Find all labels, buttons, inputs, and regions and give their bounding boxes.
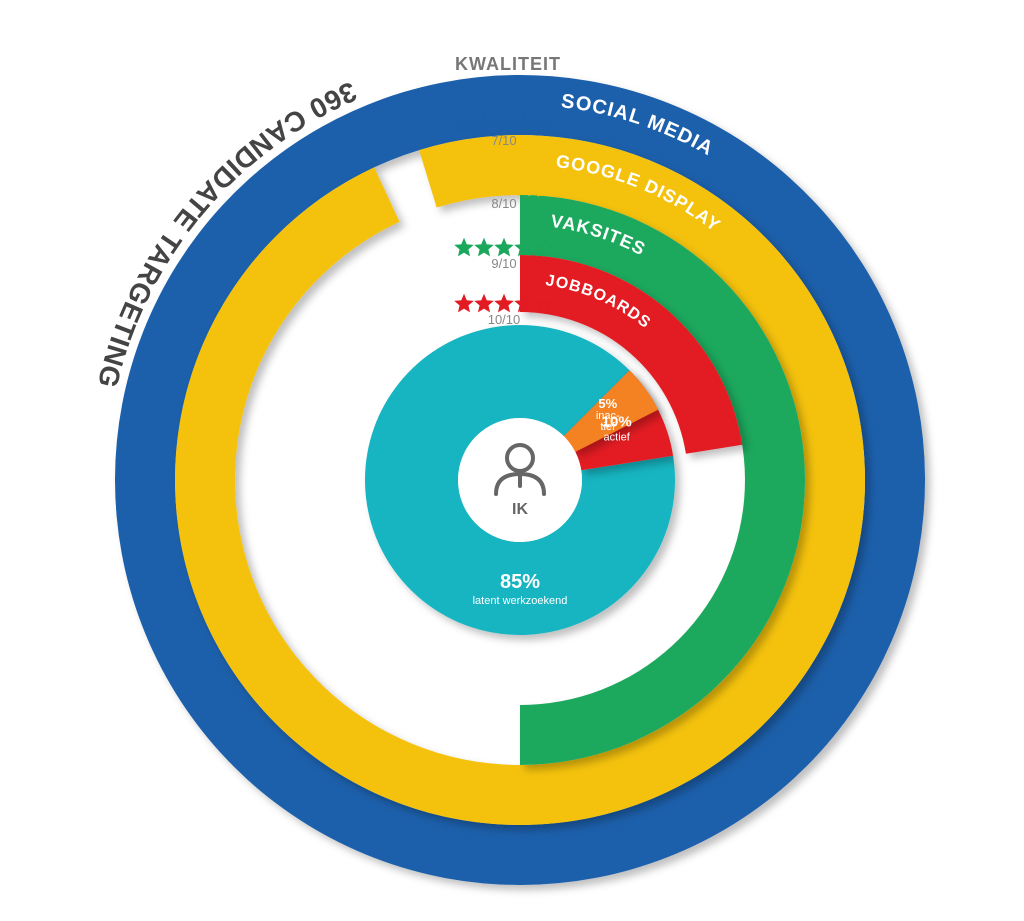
star-icon bbox=[455, 295, 472, 311]
star-icon bbox=[475, 239, 492, 255]
pct-inactief: 5% bbox=[598, 396, 617, 411]
center-label: IK bbox=[512, 501, 528, 518]
star-icon bbox=[455, 239, 472, 255]
pct-actief-sub: actief bbox=[604, 432, 631, 444]
kwaliteit-header: KWALITEIT bbox=[455, 54, 561, 74]
quality-score: 9/10 bbox=[491, 256, 516, 271]
candidate-targeting-diagram: JOBBOARDSVAKSITESGOOGLE DISPLAYSOCIAL ME… bbox=[0, 0, 1024, 921]
pct-inactief-sub2: tief bbox=[600, 421, 616, 433]
star-icon bbox=[495, 239, 512, 255]
star-icon bbox=[495, 295, 512, 311]
pct-latent-sub: latent werkzoekend bbox=[473, 595, 568, 607]
star-icon bbox=[475, 295, 492, 311]
quality-score: 8/10 bbox=[491, 196, 516, 211]
quality-score: 10/10 bbox=[488, 312, 521, 327]
pct-latent: 85% bbox=[500, 571, 540, 593]
quality-score: 7/10 bbox=[491, 133, 516, 148]
